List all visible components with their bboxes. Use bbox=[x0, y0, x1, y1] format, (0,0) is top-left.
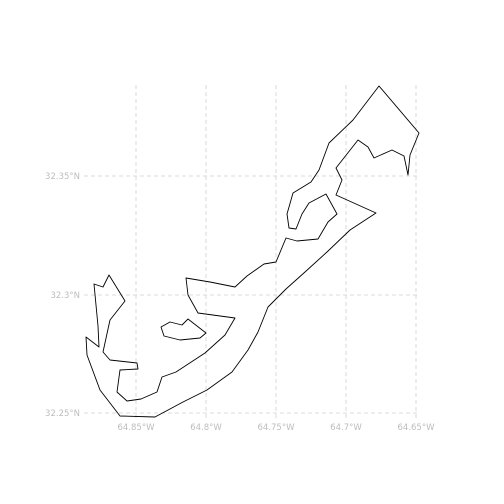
lon-label-64-65w: 64.65°W bbox=[398, 423, 436, 433]
little-sound-inner-island bbox=[160, 318, 207, 341]
bermuda-coastline bbox=[85, 85, 420, 418]
lon-label-64-7w: 64.7°W bbox=[330, 423, 362, 433]
longitude-labels: 64.85°W 64.8°W 64.75°W 64.7°W 64.65°W bbox=[118, 423, 436, 433]
latitude-labels: 32.35°N 32.3°N 32.25°N bbox=[45, 172, 80, 419]
lat-label-32-3n: 32.3°N bbox=[50, 291, 80, 301]
lon-label-64-85w: 64.85°W bbox=[118, 423, 156, 433]
lon-label-64-8w: 64.8°W bbox=[190, 423, 222, 433]
main-island-outline bbox=[85, 85, 420, 418]
lat-label-32-35n: 32.35°N bbox=[45, 172, 80, 182]
graticule bbox=[84, 85, 418, 420]
lon-label-64-75w: 64.75°W bbox=[258, 423, 296, 433]
lat-label-32-25n: 32.25°N bbox=[45, 409, 80, 419]
